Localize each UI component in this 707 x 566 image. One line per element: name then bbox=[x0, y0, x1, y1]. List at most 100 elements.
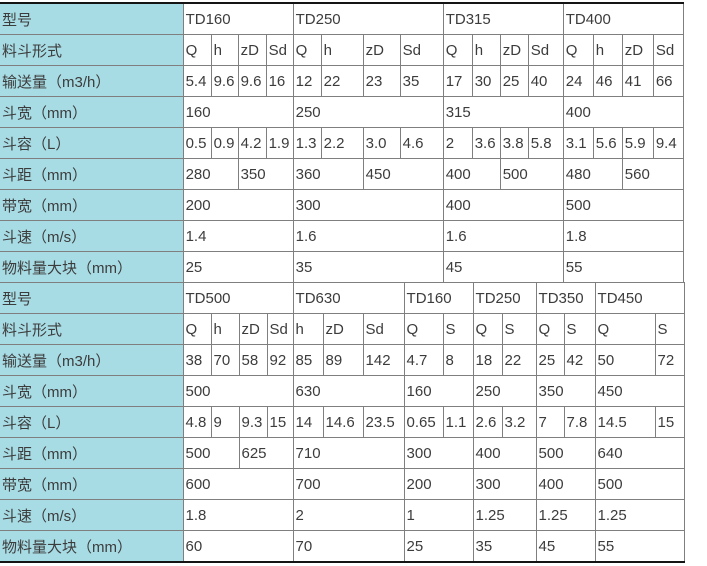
model-cell: TD350 bbox=[535, 282, 596, 314]
value-cell: 5.6 bbox=[592, 127, 623, 159]
value-cell: 45 bbox=[442, 251, 564, 283]
value-cell: h bbox=[592, 34, 623, 66]
model-cell: TD160 bbox=[403, 282, 474, 314]
model-cell: TD630 bbox=[292, 282, 405, 314]
table-row-bucket-speed: 斗速（m/s） 1.4 1.6 1.6 1.8 bbox=[0, 220, 685, 252]
value-cell: Sd bbox=[265, 34, 294, 66]
table-row-bucket-volume: 斗容（L） 4.8 9 9.3 15 14 14.6 23.5 0.65 1.1… bbox=[0, 406, 685, 438]
value-cell: 25 bbox=[535, 344, 565, 376]
value-cell: 3.2 bbox=[501, 406, 537, 438]
value-cell: 600 bbox=[182, 468, 294, 500]
value-cell: 360 bbox=[292, 158, 364, 190]
value-cell: Sd bbox=[399, 34, 444, 66]
row-label-belt-width: 带宽（mm） bbox=[0, 189, 184, 221]
value-cell: Sd bbox=[527, 34, 564, 66]
model-cell: TD500 bbox=[182, 282, 294, 314]
value-cell: 630 bbox=[292, 375, 405, 407]
value-cell: 15 bbox=[266, 406, 294, 438]
value-cell: 0.65 bbox=[403, 406, 444, 438]
table-row-bucket-pitch: 斗距（mm） 500 625 710 300 400 500 640 bbox=[0, 437, 685, 469]
value-cell: 25 bbox=[403, 530, 474, 563]
value-cell: 3.8 bbox=[499, 127, 529, 159]
value-cell: 16 bbox=[265, 65, 294, 97]
value-cell: zD bbox=[322, 313, 364, 345]
table-row-model: 型号 TD160 TD250 TD315 TD400 bbox=[0, 2, 685, 35]
value-cell: 55 bbox=[562, 251, 685, 283]
value-cell: 3.1 bbox=[562, 127, 594, 159]
value-cell: 14.6 bbox=[322, 406, 364, 438]
table-row-belt-width: 带宽（mm） 200 300 400 500 bbox=[0, 189, 685, 221]
value-cell: 70 bbox=[292, 530, 405, 563]
value-cell: 4.8 bbox=[182, 406, 212, 438]
value-cell: 42 bbox=[563, 344, 596, 376]
row-label-model: 型号 bbox=[0, 282, 184, 314]
value-cell: 200 bbox=[182, 189, 294, 221]
value-cell: 400 bbox=[442, 189, 564, 221]
value-cell: 5.8 bbox=[527, 127, 564, 159]
row-label-bucket-speed: 斗速（m/s） bbox=[0, 499, 184, 531]
value-cell: Q bbox=[403, 313, 444, 345]
value-cell: 35 bbox=[472, 530, 537, 563]
value-cell: 0.5 bbox=[182, 127, 212, 159]
model-cell: TD160 bbox=[182, 2, 294, 35]
value-cell: 2.2 bbox=[320, 127, 364, 159]
table-row-capacity: 输送量（m3/h） 38 70 58 92 85 89 142 4.7 8 18… bbox=[0, 344, 685, 376]
row-label-max-lump: 物料量大块（mm） bbox=[0, 530, 184, 563]
value-cell: 35 bbox=[292, 251, 444, 283]
value-cell: h bbox=[292, 313, 324, 345]
table-row-bucket-type: 料斗形式 Q h zD Sd Q h zD Sd Q h zD Sd Q h z… bbox=[0, 34, 685, 66]
row-label-bucket-volume: 斗容（L） bbox=[0, 406, 184, 438]
value-cell: h bbox=[210, 313, 240, 345]
row-label-bucket-volume: 斗容（L） bbox=[0, 127, 184, 159]
value-cell: h bbox=[320, 34, 364, 66]
value-cell: 4.6 bbox=[399, 127, 444, 159]
value-cell: 350 bbox=[535, 375, 596, 407]
value-cell: 9.6 bbox=[237, 65, 267, 97]
value-cell: 30 bbox=[471, 65, 501, 97]
value-cell: 22 bbox=[501, 344, 537, 376]
value-cell: 625 bbox=[238, 437, 294, 469]
value-cell: 500 bbox=[499, 158, 564, 190]
value-cell: 45 bbox=[535, 530, 596, 563]
table-row-max-lump: 物料量大块（mm） 60 70 25 35 45 55 bbox=[0, 530, 685, 563]
value-cell: 160 bbox=[403, 375, 474, 407]
value-cell: 14 bbox=[292, 406, 324, 438]
value-cell: 400 bbox=[562, 96, 685, 128]
value-cell: 2.6 bbox=[472, 406, 503, 438]
value-cell: 50 bbox=[594, 344, 656, 376]
value-cell: 450 bbox=[594, 375, 685, 407]
row-label-bucket-pitch: 斗距（mm） bbox=[0, 437, 184, 469]
value-cell: 89 bbox=[322, 344, 364, 376]
table-row-max-lump: 物料量大块（mm） 25 35 45 55 bbox=[0, 251, 685, 283]
value-cell: 315 bbox=[442, 96, 564, 128]
value-cell: 3.6 bbox=[471, 127, 501, 159]
spec-table-top: 型号 TD160 TD250 TD315 TD400 料斗形式 Q h zD S… bbox=[0, 2, 685, 283]
value-cell: 25 bbox=[182, 251, 294, 283]
value-cell: 450 bbox=[362, 158, 444, 190]
table-row-belt-width: 带宽（mm） 600 700 200 300 400 500 bbox=[0, 468, 685, 500]
value-cell: 38 bbox=[182, 344, 212, 376]
value-cell: Sd bbox=[652, 34, 685, 66]
value-cell: S bbox=[563, 313, 596, 345]
value-cell: 1.9 bbox=[265, 127, 294, 159]
value-cell: Q bbox=[442, 34, 473, 66]
value-cell: 17 bbox=[442, 65, 473, 97]
value-cell: 400 bbox=[535, 468, 596, 500]
value-cell: Sd bbox=[362, 313, 405, 345]
value-cell: 1.1 bbox=[442, 406, 474, 438]
value-cell: Q bbox=[472, 313, 503, 345]
value-cell: Q bbox=[182, 34, 212, 66]
value-cell: Q bbox=[292, 34, 322, 66]
value-cell: 400 bbox=[472, 437, 537, 469]
value-cell: 1.25 bbox=[472, 499, 537, 531]
value-cell: 1.6 bbox=[442, 220, 564, 252]
value-cell: Q bbox=[594, 313, 656, 345]
value-cell: zD bbox=[621, 34, 654, 66]
value-cell: 23 bbox=[362, 65, 401, 97]
value-cell: zD bbox=[238, 313, 268, 345]
value-cell: 1.25 bbox=[535, 499, 596, 531]
value-cell: 41 bbox=[621, 65, 654, 97]
value-cell: 18 bbox=[472, 344, 503, 376]
value-cell: 40 bbox=[527, 65, 564, 97]
value-cell: 12 bbox=[292, 65, 322, 97]
